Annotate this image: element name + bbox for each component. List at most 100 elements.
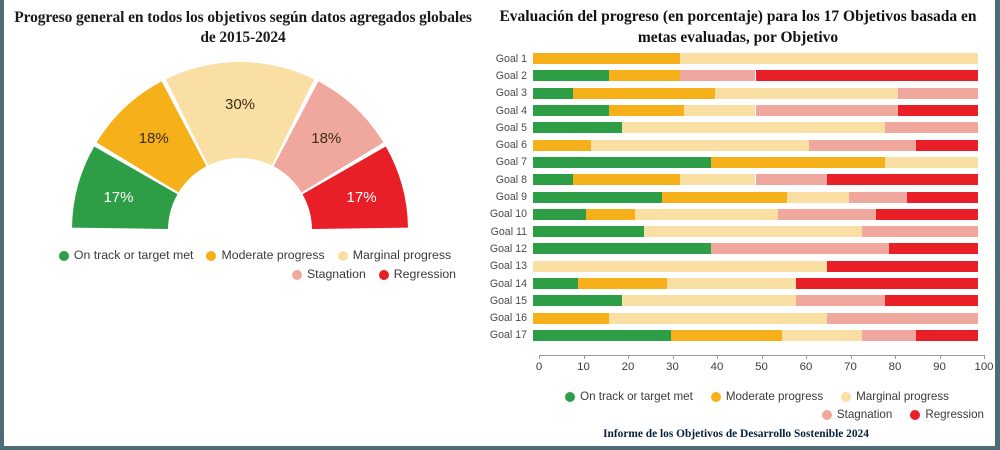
bar-category-label: Goal 15 [489,294,527,307]
bar-segment [586,208,636,220]
right-chart-panel: Evaluación del progreso (en porcentaje) … [482,0,995,446]
bar-segment [608,312,827,324]
legend-item[interactable]: On track or target met [58,246,193,265]
legend-item[interactable]: Stagnation [291,265,366,284]
x-axis-tick-label: 40 [710,361,724,373]
bar-category-label: Goal 6 [495,139,527,152]
bar-row: Goal 17 [482,327,995,344]
legend-item-label: Stagnation [306,267,366,281]
bar-segment [533,87,574,99]
x-axis-tick-label: 80 [888,361,902,373]
legend-item[interactable]: Marginal progress [337,246,451,265]
bar-segment [906,191,978,203]
bar-segment [533,139,591,151]
bar-segment [884,122,978,134]
x-axis: 0 10 20 30 40 50 60 70 80 90 100 [535,355,994,385]
x-axis-tick-label: 10 [577,361,590,373]
bar-track [533,226,978,238]
left-chart-title: Progreso general en todos los objetivos … [14,9,472,46]
gauge-slice-value-label: 17% [103,189,133,206]
legend-item[interactable]: Regression [910,406,984,424]
bar-segment [795,278,978,289]
bar-track [533,53,978,65]
bar-category-label: Goal 12 [489,242,527,255]
x-axis-tick [761,355,763,359]
legend-color-swatch-icon [565,392,576,402]
bar-segment [533,70,609,82]
bar-track [533,260,978,272]
bar-segment [608,105,685,117]
bar-row: Goal 16 [482,309,995,326]
legend-row-secondary: Stagnation Regression [40,265,470,284]
bar-track [533,70,978,82]
legend-item-label: Moderate progress [221,248,325,262]
legend-item[interactable]: Regression [378,265,456,284]
bar-segment [808,139,916,151]
bar-segment [666,278,796,289]
bar-category-label: Goal 5 [495,121,527,134]
bar-track [533,139,978,151]
bar-segment [897,87,978,99]
bar-track [533,278,978,289]
x-axis-tick [583,355,585,359]
legend-item[interactable]: Moderate progress [206,246,325,265]
bar-segment [862,226,978,238]
bar-segment [826,312,978,324]
bar-track [533,243,978,255]
right-chart-legend: On track or target met Moderate progress M… [522,388,992,424]
legend-color-swatch-icon [821,410,832,420]
x-axis-tick-label: 100 [974,361,994,373]
bar-track [533,156,978,168]
bar-segment [915,329,978,341]
left-chart-legend: On track or target met Moderate progress M… [40,246,470,284]
bar-segment [755,70,978,82]
legend-item[interactable]: Stagnation [821,406,893,424]
bar-row: Goal 12 [482,240,995,257]
legend-item-label: Moderate progress [725,390,824,403]
bar-track [533,312,978,324]
bar-segment [533,191,663,203]
bar-segment [826,260,978,272]
gauge-slice-value-label: 17% [347,189,377,206]
x-axis-tick [806,355,807,359]
frame-border-bottom [0,446,1000,450]
bar-segment [533,243,711,255]
x-axis-tick-label: 70 [844,361,857,373]
bar-segment [635,208,778,220]
bar-category-label: Goal 8 [495,173,527,186]
bar-segment [533,208,587,220]
legend-item-label: Stagnation [836,408,893,421]
x-axis-tick [717,355,718,359]
x-axis-tick-label: 0 [535,361,543,373]
bar-category-label: Goal 3 [495,87,527,100]
bar-segment [711,243,889,255]
legend-color-swatch-icon [378,269,389,280]
legend-row-secondary: Stagnation Regression [522,406,992,424]
bar-segment [622,122,885,134]
bar-category-label: Goal 2 [495,69,527,82]
bar-row: Goal 6 [482,136,995,153]
bar-segment [875,208,978,220]
bar-segment [533,226,645,238]
bar-segment [884,295,978,307]
legend-item-label: Marginal progress [856,390,949,403]
bar-segment [573,174,680,186]
bar-segment [711,156,885,168]
bar-category-label: Goal 17 [489,329,527,342]
gauge-slice [72,146,178,229]
legend-item[interactable]: Marginal progress [841,388,949,406]
bar-segment [533,156,711,168]
gauge-slice [273,81,384,193]
legend-item[interactable]: Moderate progress [710,388,824,406]
bar-track [533,295,978,307]
bar-segment [533,312,609,324]
gauge-slice-value-label: 30% [225,96,255,113]
bar-segment [670,329,783,341]
bar-segment [795,295,885,307]
bar-segment [884,156,978,168]
source-footer: Informe de los Objetivos de Desarrollo S… [603,428,869,440]
bar-segment [777,208,876,220]
legend-item[interactable]: On track or target met [565,388,693,406]
legend-color-swatch-icon [58,250,69,261]
